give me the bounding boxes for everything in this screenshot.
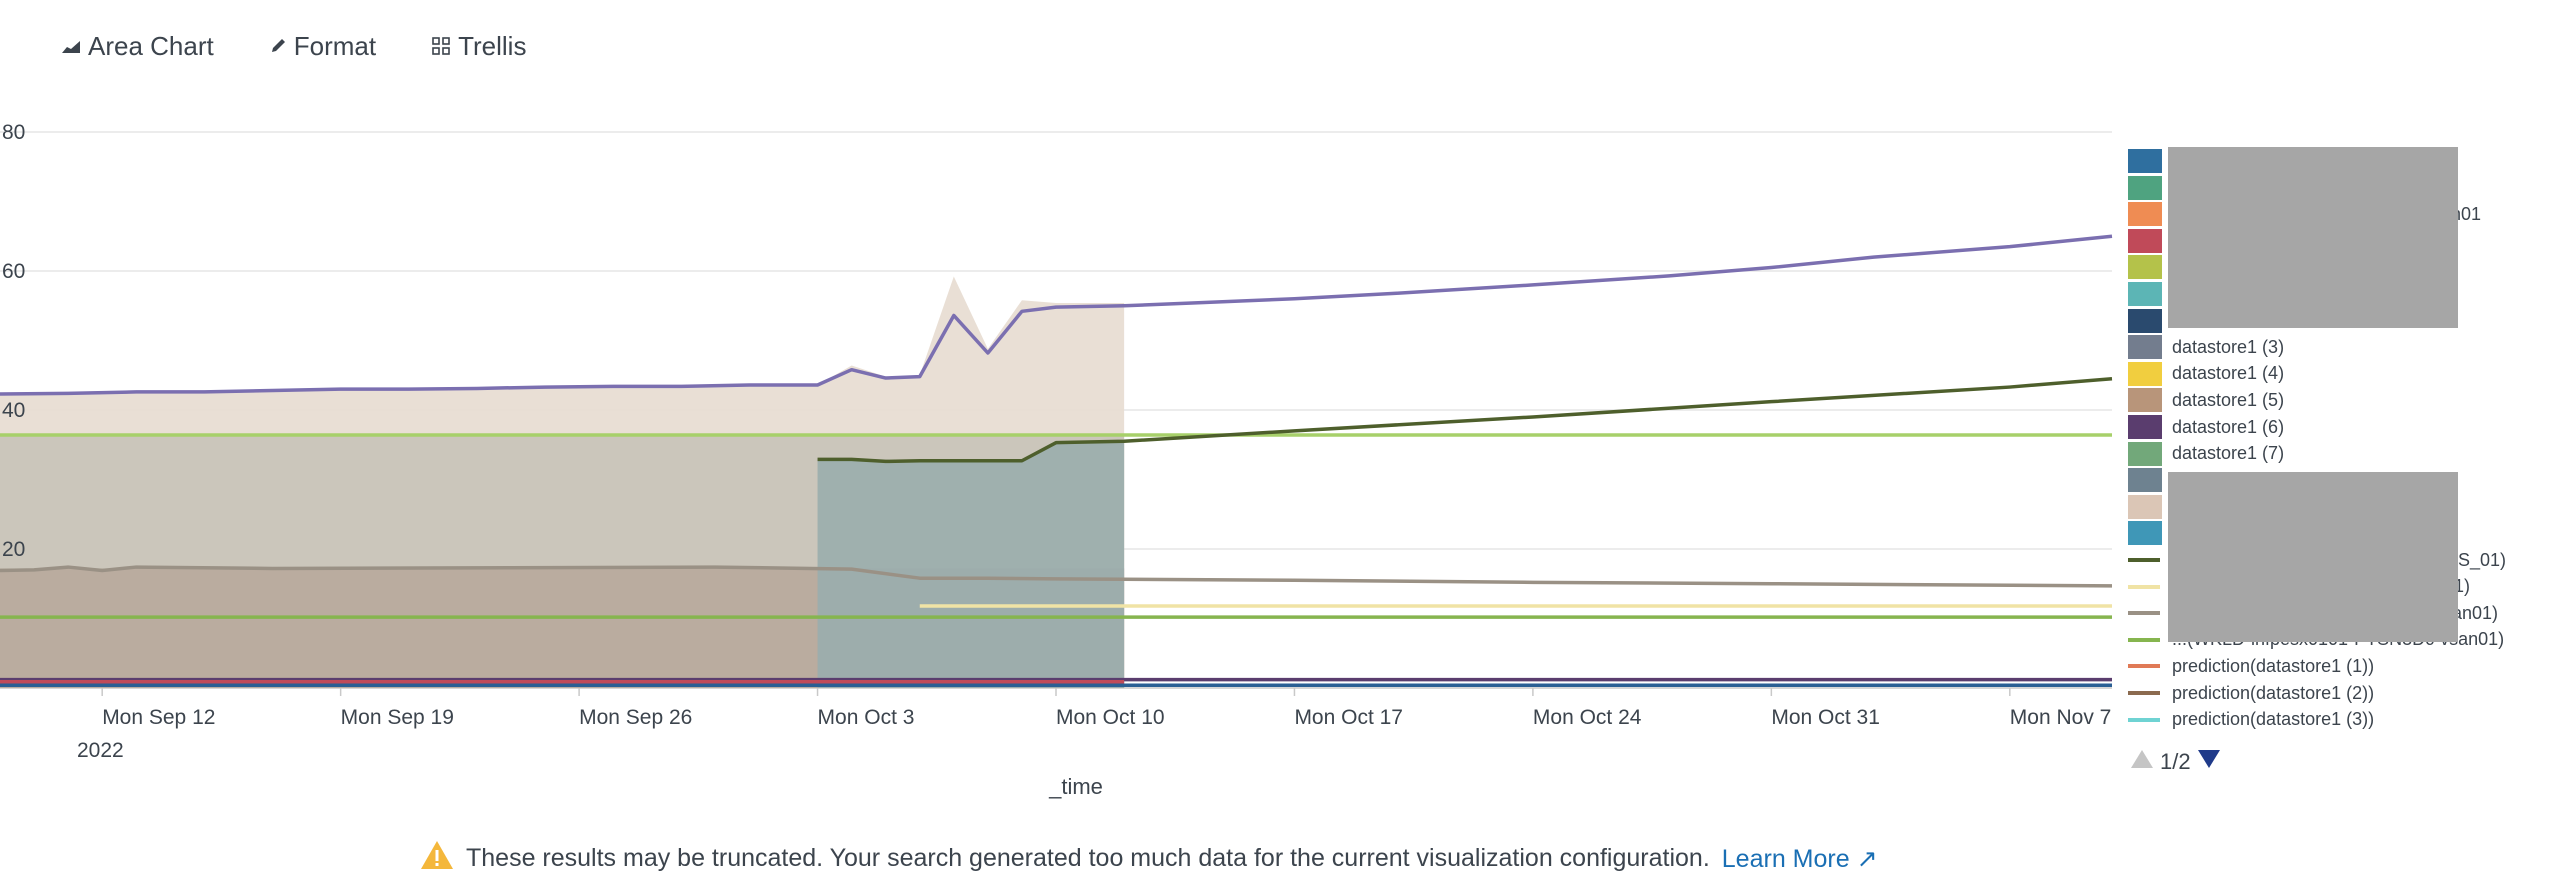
legend-swatch	[2128, 255, 2162, 280]
legend-swatch	[2128, 637, 2160, 642]
trellis-button[interactable]: Trellis	[432, 31, 526, 62]
x-tick-label: Mon Sep 26	[579, 706, 692, 729]
x-tick-label: Mon Oct 3	[818, 706, 915, 729]
learn-more-link[interactable]: Learn More ↗	[1722, 844, 1878, 874]
series-line	[0, 234, 2113, 396]
legend-item[interactable]	[2128, 467, 2172, 493]
legend-item[interactable]	[2128, 175, 2172, 201]
legend-label: prediction(datastore1 (1))	[2172, 655, 2375, 676]
x-tick-label: Mon Nov 7	[2010, 706, 2112, 729]
legend-swatch	[2128, 558, 2160, 562]
legend-label: datastore1 (7)	[2172, 443, 2285, 464]
y-tick-label: 40	[2, 399, 25, 422]
trellis-grid-icon	[432, 37, 450, 55]
legend-item[interactable]: datastore1 (6)	[2128, 414, 2284, 440]
legend-item[interactable]: prediction(datastore1 (1))	[2128, 653, 2374, 679]
legend-swatch	[2128, 308, 2162, 333]
x-tick-label: Mon Sep 12	[102, 706, 215, 729]
legend-swatch	[2128, 441, 2162, 466]
area-chart-icon	[62, 39, 80, 53]
legend-pager: 1/2	[2130, 748, 2221, 776]
x-tick-label: Mon Oct 17	[1294, 706, 1403, 729]
format-label: Format	[293, 30, 377, 61]
legend-item[interactable]	[2128, 308, 2172, 334]
legend-swatch	[2128, 415, 2162, 439]
legend-item[interactable]	[2128, 254, 2172, 280]
legend-swatch	[2128, 494, 2162, 519]
area-band-teal	[817, 441, 1125, 688]
legend-item[interactable]	[2128, 520, 2172, 546]
legend-swatch	[2128, 611, 2160, 616]
legend-swatch	[2128, 202, 2162, 227]
redacted-block-bottom	[2168, 472, 2458, 642]
y-tick-label: 60	[2, 260, 25, 283]
x-axis-year-label: 2022	[77, 739, 124, 762]
external-link-icon: ↗	[1856, 844, 1878, 873]
y-tick-label: 20	[2, 538, 25, 561]
legend-swatch	[2128, 468, 2162, 493]
chart-areas	[0, 276, 1125, 688]
x-axis-ticks: Mon Sep 12 Mon Sep 19 Mon Sep 26 Mon Oct 3 M…	[101, 688, 2112, 729]
legend-swatch	[2128, 175, 2162, 200]
warning-text: These results may be truncated. Your sea…	[466, 844, 1710, 872]
x-tick-label: Mon Sep 19	[341, 706, 454, 729]
legend-item[interactable]	[2128, 494, 2172, 520]
area-chart-label: Area Chart	[88, 30, 214, 61]
legend-item[interactable]: prediction(datastore1 (3))	[2128, 707, 2374, 733]
chart-toolbar: Area Chart Format Trellis	[62, 28, 526, 64]
legend-swatch	[2128, 521, 2162, 546]
warning-icon	[420, 840, 454, 877]
truncation-warning: These results may be truncated. Your sea…	[420, 840, 1878, 877]
legend-swatch	[2128, 228, 2162, 253]
legend-swatch	[2128, 361, 2162, 386]
legend-item[interactable]	[2128, 148, 2172, 174]
series-line	[0, 565, 2113, 588]
y-axis-ticks: 20 40 60 80	[2, 121, 25, 561]
x-tick-label: Mon Oct 10	[1056, 706, 1165, 729]
format-button[interactable]: Format	[270, 31, 376, 62]
legend-label: prediction(datastore1 (2))	[2172, 682, 2375, 703]
legend-item[interactable]	[2128, 281, 2172, 307]
legend-swatch	[2128, 664, 2160, 669]
legend-swatch	[2128, 149, 2162, 173]
legend-item[interactable]: datastore1 (4)	[2128, 361, 2284, 387]
x-axis-title: _time	[1048, 774, 1103, 799]
legend-label: datastore1 (6)	[2172, 416, 2285, 437]
legend-item[interactable]: datastore1 (5)	[2128, 387, 2284, 413]
trellis-label: Trellis	[458, 30, 527, 61]
legend-item[interactable]: prediction(datastore1 (2))	[2128, 680, 2374, 706]
pager-down-icon[interactable]	[2197, 748, 2221, 776]
pencil-icon	[270, 38, 286, 54]
pager-up-icon[interactable]	[2130, 748, 2154, 776]
x-tick-label: Mon Oct 24	[1533, 706, 1642, 729]
pager-indicator: 1/2	[2160, 749, 2191, 774]
x-tick-label: Mon Oct 31	[1771, 706, 1880, 729]
legend-label: datastore1 (5)	[2172, 389, 2285, 410]
legend-swatch	[2128, 584, 2160, 589]
legend-swatch	[2128, 335, 2162, 360]
legend-label: datastore1 (3)	[2172, 336, 2285, 357]
series-line	[817, 376, 2113, 464]
legend-label: prediction(datastore1 (3))	[2172, 709, 2375, 730]
legend-swatch	[2128, 282, 2162, 306]
redacted-block-top	[2168, 147, 2458, 328]
legend-item[interactable]: datastore1 (3)	[2128, 334, 2284, 360]
legend-swatch	[2128, 388, 2162, 413]
chart-lines	[0, 234, 2113, 687]
area-chart-button[interactable]: Area Chart	[62, 31, 214, 62]
y-tick-label: 80	[2, 121, 25, 144]
learn-more-label: Learn More	[1721, 844, 1850, 873]
legend-item[interactable]: datastore1 (7)	[2128, 441, 2284, 467]
legend-label: datastore1 (4)	[2172, 363, 2285, 384]
legend-swatch	[2128, 691, 2160, 695]
legend-swatch	[2128, 717, 2160, 722]
